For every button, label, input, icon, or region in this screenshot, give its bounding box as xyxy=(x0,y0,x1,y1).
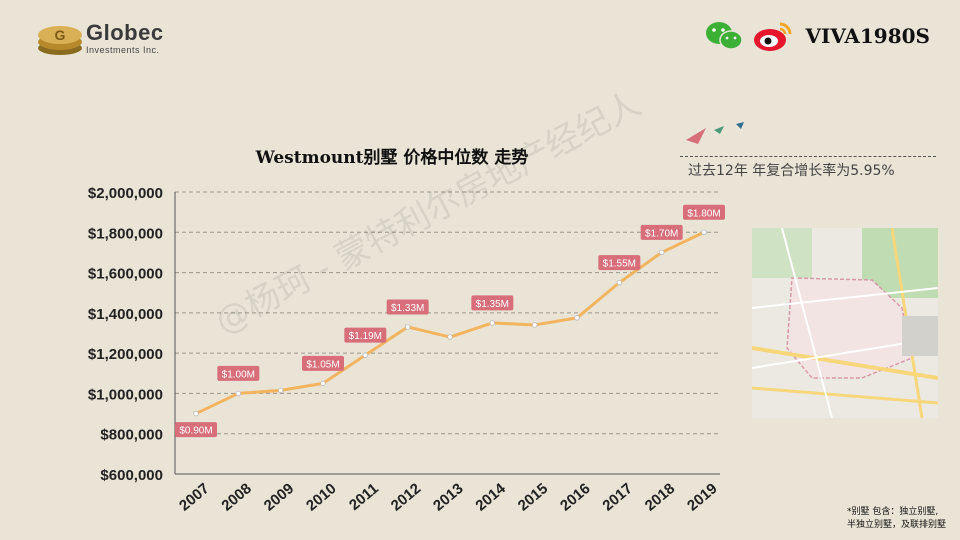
data-point xyxy=(701,229,707,235)
growth-rate-text: 过去12年 年复合增长率为5.95% xyxy=(688,163,895,179)
chart-title: Westmount别墅 价格中位数 走势 xyxy=(255,147,529,168)
data-label: $1.19M xyxy=(349,331,382,342)
data-label-bg xyxy=(175,422,217,438)
y-tick-label: $1,800,000 xyxy=(88,225,163,242)
data-point xyxy=(531,322,538,328)
divider xyxy=(680,156,936,157)
data-label-bg xyxy=(344,327,387,343)
data-label: $1.55M xyxy=(603,259,636,270)
y-tick-label: $600,000 xyxy=(100,467,163,484)
paper-plane-icon xyxy=(686,122,744,144)
wechat-icon xyxy=(705,22,743,50)
y-tick-label: $800,000 xyxy=(100,427,163,444)
y-tick-label: $2,000,000 xyxy=(88,185,163,202)
x-tick-label: 2010 xyxy=(303,480,339,514)
x-tick-label: 2007 xyxy=(176,480,212,514)
data-label-bg xyxy=(640,224,683,240)
footnote: *别墅 包含：独立别墅, 半独立别墅，及联排别墅 xyxy=(847,506,946,532)
x-tick-label: 2018 xyxy=(642,480,678,514)
data-point xyxy=(447,334,453,340)
footnote-line: 半独立别墅，及联排别墅 xyxy=(846,520,946,530)
data-label: $1.70M xyxy=(645,228,678,239)
data-label: $1.05M xyxy=(306,359,339,370)
data-label: $1.35M xyxy=(476,299,509,310)
x-tick-label: 2014 xyxy=(472,480,509,515)
data-point xyxy=(489,320,496,326)
weibo-icon xyxy=(753,22,792,51)
data-point xyxy=(193,410,199,417)
data-label: $1.33M xyxy=(391,303,424,314)
data-label-bg xyxy=(217,365,260,381)
x-tick-label: 2009 xyxy=(261,480,297,514)
data-label-bg xyxy=(683,204,725,220)
data-label: $1.80M xyxy=(687,208,720,219)
data-point xyxy=(404,324,411,330)
x-tick-label: 2012 xyxy=(388,480,424,514)
y-tick-label: $1,000,000 xyxy=(88,386,163,403)
data-label: $1.00M xyxy=(222,369,255,380)
data-label: $0.90M xyxy=(179,426,212,437)
data-point xyxy=(658,249,665,256)
data-point xyxy=(616,279,623,286)
map-image xyxy=(752,228,938,418)
logo: Globec Investments Inc. xyxy=(86,20,164,56)
y-tick-label: $1,600,000 xyxy=(88,266,163,283)
data-point xyxy=(320,380,326,387)
logo-subtitle: Investments Inc. xyxy=(86,45,160,55)
svg-text:G: G xyxy=(55,27,66,43)
logo-name: Globec xyxy=(86,20,164,45)
social-bar: VIVA1980S xyxy=(704,16,930,56)
x-tick-label: 2011 xyxy=(346,480,382,514)
data-point xyxy=(362,352,369,358)
y-tick-label: $1,400,000 xyxy=(88,306,163,323)
data-point xyxy=(235,390,242,397)
data-label-bg xyxy=(471,295,514,311)
data-point xyxy=(277,387,284,394)
x-tick-label: 2008 xyxy=(218,480,254,514)
data-point xyxy=(574,315,580,321)
brand-name: VIVA1980S xyxy=(805,24,930,48)
data-label-bg xyxy=(386,299,429,315)
y-tick-label: $1,200,000 xyxy=(88,346,163,363)
x-tick-label: 2017 xyxy=(599,480,635,514)
x-tick-label: 2016 xyxy=(557,480,593,514)
x-tick-label: 2013 xyxy=(430,480,466,514)
data-label-bg xyxy=(598,255,641,271)
data-label-bg xyxy=(302,355,344,371)
footnote-line: *别墅 包含：独立别墅, xyxy=(846,507,939,517)
x-tick-label: 2019 xyxy=(684,480,720,514)
coin-stack-icon: G xyxy=(38,26,82,55)
x-tick-label: 2015 xyxy=(515,480,551,514)
